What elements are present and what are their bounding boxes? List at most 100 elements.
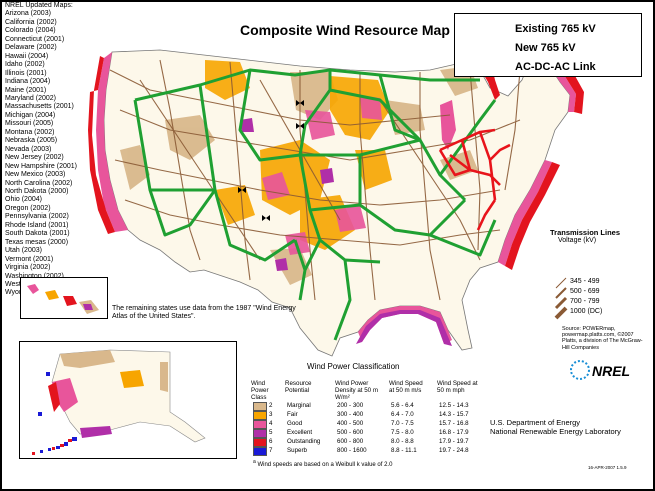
map-title: Composite Wind Resource Map (240, 22, 450, 38)
updated-map-state: Arizona (2003) (5, 10, 51, 18)
updated-map-state: Vermont (2001) (5, 255, 54, 263)
wind-class-cell-potential: Outstanding (287, 438, 321, 445)
updated-map-state: Ohio (2004) (5, 196, 42, 204)
new-765kv-legend-row: New 765 kV (463, 41, 639, 57)
wind-class-cell-cls: 5 (269, 429, 273, 436)
wind-class-cell-potential: Marginal (287, 402, 311, 409)
updated-map-state: Hawaii (2004) (5, 52, 49, 60)
updated-map-state: Maryland (2002) (5, 94, 56, 102)
agency-credit: U.S. Department of Energy National Renew… (490, 418, 621, 436)
nrel-logo-graphic: NREL (570, 360, 630, 380)
updated-map-state: Connecticut (2001) (5, 35, 65, 43)
col-header-density: Wind Power Density at 50 m W/m² (335, 380, 378, 401)
wind-class-swatch (253, 402, 267, 411)
wind-class-cell-mph: 17.9 - 19.7 (439, 438, 469, 445)
hawaii-map (27, 284, 99, 314)
wind-class-cell-mph: 12.5 - 14.3 (439, 402, 469, 409)
transmission-legend-item: 345 - 499 (570, 278, 600, 285)
alaska-inset (19, 341, 237, 459)
wind-class-swatch (253, 420, 267, 429)
transmission-legend-icons (554, 277, 568, 320)
wind-class-cell-density: 400 - 500 (337, 420, 364, 427)
wind-class-cell-cls: 7 (269, 447, 273, 454)
col-header-speed-mph: Wind Speed at 50 m mph (437, 380, 478, 394)
footnote-mark: a (253, 459, 256, 465)
source-credit: Source: POWERmap, powermap.platts.com, ©… (562, 326, 643, 351)
updated-map-state: Massachusetts (2001) (5, 103, 74, 111)
wind-class-swatch (253, 429, 267, 438)
wind-class-cell-density: 600 - 800 (337, 438, 364, 445)
updated-map-state: Texas mesas (2000) (5, 238, 69, 246)
updated-map-state: Missouri (2005) (5, 120, 54, 128)
updated-maps-items: Arizona (2003) California (2002) Colorado … (5, 10, 77, 297)
updated-map-state: Washington (2002) (5, 272, 64, 280)
hawaii-inset (20, 277, 108, 319)
updated-map-state: Colorado (2004) (5, 27, 56, 35)
weibull-footnote: a Wind speeds are based on a Weibull k v… (253, 459, 392, 468)
transmission-legend-item: 700 - 799 (570, 298, 600, 305)
wind-class-cell-mph: 16.8 - 17.9 (439, 429, 469, 436)
col-header-speed-ms: Wind Speed at 50 m m/s (389, 380, 423, 394)
transmission-lines (109, 59, 521, 301)
nrel-logo: NREL (568, 356, 638, 389)
ac-dc-ac-link-markers (238, 100, 304, 221)
new-765kv-lines (133, 68, 497, 341)
transmission-legend-item: 1000 (DC) (570, 308, 603, 315)
nrel-label: National Renewable Energy Laboratory (490, 427, 621, 436)
wind-class-cell-mph: 19.7 - 24.8 (439, 447, 469, 454)
updated-maps-list: NREL Updated Maps: Arizona (2003) Califor… (5, 2, 77, 298)
wind-class-cell-mph: 15.7 - 16.8 (439, 420, 469, 427)
wind-class-cell-density: 500 - 600 (337, 429, 364, 436)
updated-map-state: Delaware (2002) (5, 44, 57, 52)
updated-map-state: Michigan (2004) (5, 111, 56, 119)
updated-map-state: Illinois (2001) (5, 69, 47, 77)
wind-class-cell-cls: 3 (269, 411, 273, 418)
updated-map-state: Montana (2002) (5, 128, 55, 136)
updated-map-state: North Carolina (2002) (5, 179, 73, 187)
updated-map-state: Maine (2001) (5, 86, 47, 94)
remaining-states-note: The remaining states use data from the 1… (112, 305, 296, 320)
wind-class-cell-density: 300 - 400 (337, 411, 364, 418)
updated-map-state: North Dakota (2000) (5, 187, 69, 195)
wind-class-cell-density: 800 - 1600 (337, 447, 367, 454)
line-legend-box: Existing 765 kV New 765 kV AC-DC-AC Link (454, 13, 642, 77)
wind-power-table-title: Wind Power Classification (307, 362, 400, 371)
wind-class-cell-mph: 14.3 - 15.7 (439, 411, 469, 418)
transmission-legend-subtitle: Voltage (kV) (558, 237, 597, 244)
updated-map-state: Rhode Island (2001) (5, 221, 69, 229)
nrel-logo-text: NREL (592, 363, 630, 379)
map-date: 16-APR-2007 1.5.9 (588, 465, 627, 470)
wind-class-cell-cls: 2 (269, 402, 273, 409)
updated-map-state: Oregon (2002) (5, 204, 51, 212)
wind-class-5-areas (240, 118, 334, 271)
updated-map-state: Utah (2003) (5, 247, 42, 255)
wind-class-cell-ms: 6.4 - 7.0 (391, 411, 414, 418)
footnote-text: Wind speeds are based on a Weibull k val… (257, 462, 393, 468)
updated-map-state: Pennsylvania (2002) (5, 213, 69, 221)
updated-map-state: California (2002) (5, 18, 57, 26)
wind-class-swatch (253, 411, 267, 420)
updated-map-state: New Mexico (2003) (5, 171, 66, 179)
updated-map-state: New Hampshire (2001) (5, 162, 77, 170)
updated-map-state: South Dakota (2001) (5, 230, 70, 238)
wind-class-cell-cls: 4 (269, 420, 273, 427)
offshore-wind-bands (88, 38, 584, 346)
col-header-potential: Resource Potential (285, 380, 312, 394)
wind-class-cell-ms: 7.5 - 8.0 (391, 429, 414, 436)
wind-class-cell-ms: 7.0 - 7.5 (391, 420, 414, 427)
wind-class-cell-cls: 6 (269, 438, 273, 445)
wind-class-cell-ms: 5.6 - 6.4 (391, 402, 414, 409)
wind-class-cell-density: 200 - 300 (337, 402, 364, 409)
wind-class-cell-ms: 8.0 - 8.8 (391, 438, 414, 445)
wind-class-swatch (253, 438, 267, 447)
existing-765kv-label: Existing 765 kV (515, 23, 596, 35)
wind-class-cell-potential: Excellent (287, 429, 313, 436)
wind-class-cell-potential: Fair (287, 411, 298, 418)
updated-map-state: Nevada (2003) (5, 145, 52, 153)
wind-class-swatch (253, 447, 267, 456)
updated-maps-header: NREL Updated Maps: (5, 2, 73, 9)
wind-power-classification-table: Wind Power Classification Wind Power Cla… (247, 358, 485, 476)
transmission-legend: Transmission Lines Voltage (kV) 345 - 49… (550, 228, 620, 315)
updated-map-state: Indiana (2004) (5, 78, 51, 86)
col-header-class: Wind Power Class (251, 380, 269, 401)
